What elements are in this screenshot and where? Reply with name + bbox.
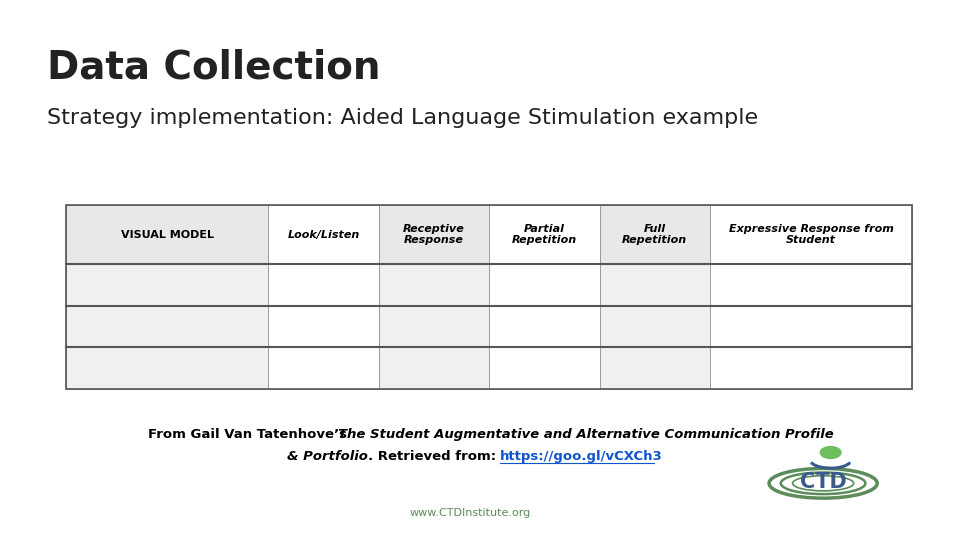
Text: https://goo.gl/vCXCh3: https://goo.gl/vCXCh3: [500, 450, 662, 463]
FancyBboxPatch shape: [379, 347, 490, 389]
Text: CTD: CTD: [800, 471, 847, 492]
Text: Strategy implementation: Aided Language Stimulation example: Strategy implementation: Aided Language …: [47, 108, 758, 128]
Text: & Portfolio: & Portfolio: [287, 450, 368, 463]
FancyBboxPatch shape: [600, 347, 710, 389]
FancyBboxPatch shape: [710, 205, 913, 264]
FancyBboxPatch shape: [490, 306, 600, 347]
Text: From Gail Van Tatenhove’s: From Gail Van Tatenhove’s: [148, 428, 351, 441]
FancyBboxPatch shape: [66, 264, 268, 306]
FancyBboxPatch shape: [66, 306, 268, 347]
Text: Receptive
Response: Receptive Response: [403, 224, 465, 245]
Text: Full
Repetition: Full Repetition: [622, 224, 687, 245]
FancyBboxPatch shape: [600, 264, 710, 306]
Text: VISUAL MODEL: VISUAL MODEL: [121, 230, 213, 240]
FancyBboxPatch shape: [379, 306, 490, 347]
Text: The Student Augmentative and Alternative Communication Profile: The Student Augmentative and Alternative…: [338, 428, 834, 441]
FancyBboxPatch shape: [379, 205, 490, 264]
FancyBboxPatch shape: [66, 347, 268, 389]
Text: Expressive Response from
Student: Expressive Response from Student: [729, 224, 894, 245]
FancyBboxPatch shape: [710, 347, 913, 389]
FancyBboxPatch shape: [710, 306, 913, 347]
FancyBboxPatch shape: [490, 347, 600, 389]
FancyBboxPatch shape: [490, 264, 600, 306]
FancyBboxPatch shape: [600, 205, 710, 264]
Text: . Retrieved from:: . Retrieved from:: [368, 450, 500, 463]
Text: Partial
Repetition: Partial Repetition: [512, 224, 577, 245]
FancyBboxPatch shape: [268, 264, 379, 306]
Circle shape: [820, 447, 841, 458]
FancyBboxPatch shape: [710, 264, 913, 306]
Text: Look/Listen: Look/Listen: [287, 230, 360, 240]
FancyBboxPatch shape: [379, 264, 490, 306]
FancyBboxPatch shape: [268, 306, 379, 347]
FancyBboxPatch shape: [490, 205, 600, 264]
Text: Data Collection: Data Collection: [47, 49, 380, 86]
FancyBboxPatch shape: [268, 205, 379, 264]
Text: www.CTDInstitute.org: www.CTDInstitute.org: [410, 508, 531, 518]
FancyBboxPatch shape: [66, 205, 268, 264]
FancyBboxPatch shape: [268, 347, 379, 389]
FancyBboxPatch shape: [600, 306, 710, 347]
